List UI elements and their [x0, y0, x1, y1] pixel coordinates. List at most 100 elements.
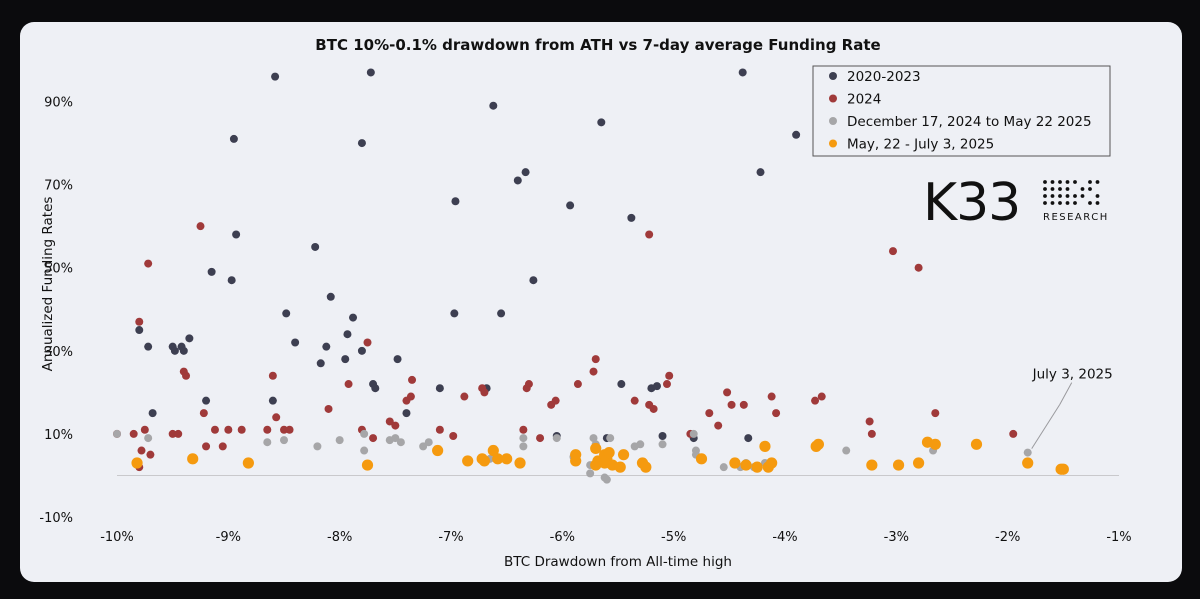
data-point [723, 388, 732, 397]
data-point [363, 338, 372, 347]
legend-marker [829, 72, 837, 80]
data-point [767, 392, 776, 401]
data-point [179, 346, 188, 355]
data-point [271, 72, 280, 81]
data-point [140, 425, 149, 434]
data-point [1022, 457, 1034, 469]
data-point [970, 438, 983, 450]
legend-label: December 17, 2024 to May 22 2025 [847, 114, 1092, 130]
data-point [649, 404, 658, 413]
logo-dot [1058, 194, 1062, 198]
data-point [513, 176, 522, 185]
data-point [570, 449, 582, 461]
logo-dot [1095, 201, 1100, 205]
data-point [357, 139, 366, 148]
data-point [892, 459, 905, 471]
x-tick-label: -10% [100, 530, 134, 545]
logo-dot [1065, 180, 1070, 184]
annotation-leader-line [1031, 404, 1061, 449]
logo-dot [1065, 201, 1070, 205]
y-tick-label: 50% [44, 262, 73, 277]
data-point [311, 242, 320, 251]
data-point [519, 425, 528, 434]
data-point [591, 355, 600, 364]
k33-logo: K33 RESEARCH [923, 173, 1107, 233]
data-point [931, 409, 940, 418]
data-point [759, 440, 771, 452]
data-point [268, 396, 277, 405]
legend-marker [829, 139, 837, 148]
x-tick-label: -5% [661, 530, 686, 545]
x-tick-label: -3% [884, 530, 909, 545]
data-point [371, 384, 380, 393]
data-point [282, 309, 291, 318]
data-point [232, 230, 241, 239]
data-point [168, 429, 177, 438]
logo-dot [1058, 180, 1062, 184]
data-point [766, 457, 778, 469]
x-tick-label: -2% [995, 530, 1020, 545]
data-point [566, 201, 575, 210]
data-point [360, 429, 369, 438]
data-point [393, 355, 402, 364]
data-point [148, 409, 157, 418]
logo-dot [1080, 194, 1085, 198]
data-point [202, 442, 211, 451]
data-point [324, 404, 333, 413]
data-point [812, 438, 825, 450]
data-point [689, 429, 698, 438]
data-point [449, 431, 458, 440]
data-point [263, 438, 272, 447]
logo-wordmark: K33 [923, 173, 1020, 233]
data-point [224, 425, 233, 434]
data-point [272, 413, 281, 422]
data-point [842, 446, 851, 455]
data-point [487, 444, 499, 457]
logo-dot [1050, 194, 1055, 198]
data-point [187, 453, 199, 465]
chart-title: BTC 10%-0.1% drawdown from ATH vs 7-day … [315, 36, 880, 54]
data-point [391, 434, 400, 443]
data-point [280, 436, 288, 445]
data-point [460, 392, 469, 401]
data-point [719, 463, 728, 472]
data-point [739, 400, 748, 409]
y-tick-label: 30% [44, 345, 73, 360]
data-point [229, 134, 238, 143]
data-point [630, 396, 639, 405]
data-point [218, 442, 227, 451]
data-point [343, 330, 352, 339]
data-point [432, 444, 444, 457]
data-point [514, 457, 526, 469]
data-point [492, 453, 504, 465]
data-point [210, 425, 219, 434]
x-axis-label: BTC Drawdown from All-time high [504, 554, 732, 570]
data-point [929, 438, 941, 450]
data-point [695, 453, 708, 465]
data-point [640, 461, 652, 473]
data-point [729, 457, 741, 469]
data-point [396, 438, 405, 447]
data-point [914, 263, 923, 272]
data-point [617, 449, 630, 461]
logo-dot-mark-icon [1043, 180, 1100, 205]
logo-dot [1043, 187, 1047, 191]
data-point [705, 409, 714, 418]
data-point [552, 434, 561, 443]
data-point [199, 409, 208, 418]
data-point [589, 434, 598, 443]
data-point [521, 168, 530, 177]
x-tick-label: -6% [550, 530, 575, 545]
y-tick-label: 90% [44, 96, 73, 111]
data-point [135, 326, 144, 335]
data-point [369, 434, 378, 443]
chart-card: BTC 10%-0.1% drawdown from ATH vs 7-day … [20, 22, 1182, 582]
legend-marker [829, 117, 837, 125]
data-point [519, 442, 528, 451]
data-point [744, 434, 753, 443]
y-axis-label: Annualized Funding Rates [40, 197, 56, 372]
logo-dot [1088, 187, 1092, 191]
data-point [131, 457, 143, 469]
data-point [792, 130, 801, 139]
data-point [551, 396, 560, 405]
